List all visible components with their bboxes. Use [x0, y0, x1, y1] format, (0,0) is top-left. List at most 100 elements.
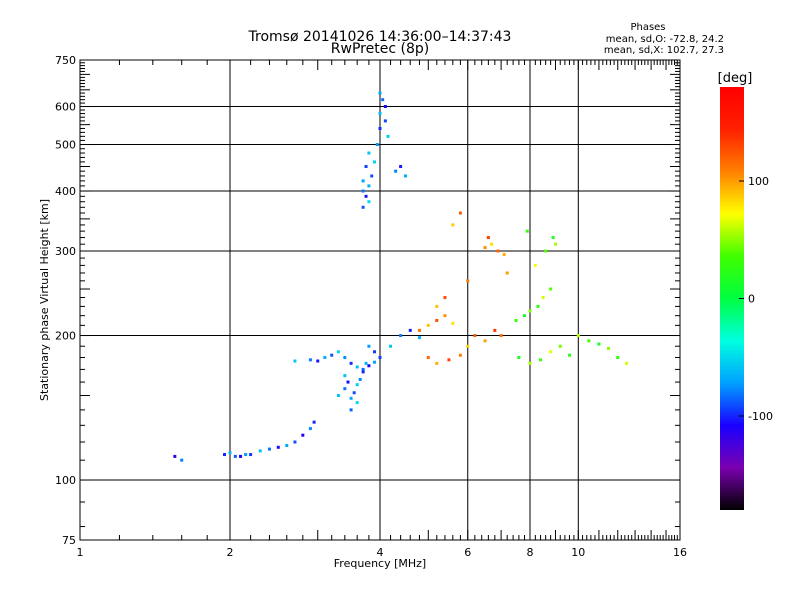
scatter-point	[417, 328, 421, 332]
scatter-point	[308, 427, 312, 431]
x-axis-label: Frequency [MHz]	[334, 557, 426, 570]
scatter-point	[451, 321, 455, 325]
scatter-point	[399, 164, 403, 168]
scatter-point	[496, 249, 500, 253]
scatter-point	[378, 91, 382, 95]
scatter-point	[528, 361, 532, 365]
scatter-point	[308, 358, 312, 362]
scatter-point	[346, 380, 350, 384]
scatter-point	[458, 353, 462, 357]
scatter-point	[435, 318, 439, 322]
scatter-point	[625, 361, 629, 365]
scatter-point	[544, 249, 548, 253]
y-tick-label: 100	[55, 474, 76, 487]
y-tick-label: 75	[62, 534, 76, 547]
scatter-point	[373, 350, 377, 354]
x-tick-label: 10	[571, 546, 585, 559]
x-tick-label: 2	[227, 546, 234, 559]
scatter-point	[499, 334, 503, 338]
scatter-point	[483, 246, 487, 250]
scatter-point	[483, 339, 487, 343]
x-tick-label: 4	[377, 546, 384, 559]
colorbar-tick-label: 100	[748, 175, 769, 188]
y-tick-label: 500	[55, 139, 76, 152]
scatter-point	[330, 353, 334, 357]
x-tick-label: 16	[673, 546, 687, 559]
scatter-point	[180, 458, 184, 462]
axis-ticks	[80, 60, 681, 540]
scatter-point	[493, 328, 497, 332]
scatter-point	[276, 445, 280, 449]
scatter-point	[312, 420, 316, 424]
scatter-point	[386, 134, 390, 138]
scatter-point	[490, 242, 494, 246]
scatter-point	[355, 365, 359, 369]
colorbar-ticks: 100 0 -100	[739, 175, 773, 423]
x-tick-label: 8	[527, 546, 534, 559]
scatter-point	[285, 444, 289, 448]
scatter-point	[367, 151, 371, 155]
scatter-point	[361, 367, 365, 371]
scatter-point	[336, 350, 340, 354]
scatter-point	[349, 396, 353, 400]
scatter-point	[343, 374, 347, 378]
scatter-point	[349, 361, 353, 365]
scatter-point	[435, 304, 439, 308]
scatter-point	[373, 360, 377, 364]
scatter-point	[361, 179, 365, 183]
scatter-point	[549, 287, 553, 291]
chart-title: Tromsø 20141026 14:36:00–14:37:43	[248, 29, 512, 45]
scatter-point	[576, 334, 580, 338]
chart-subtitle: RwPretec (8p)	[331, 41, 429, 57]
scatter-point	[323, 355, 327, 359]
scatter-point	[367, 200, 371, 204]
y-tick-label: 600	[55, 101, 76, 114]
scatter-point	[408, 328, 412, 332]
scatter-point	[378, 355, 382, 359]
scatter-point	[549, 350, 553, 354]
scatter-point	[352, 391, 356, 395]
scatter-point	[514, 318, 518, 322]
scatter-point	[364, 164, 368, 168]
data-points	[173, 91, 629, 462]
phase-stats-x: mean, sd,X: 102.7, 27.3	[604, 45, 724, 56]
scatter-point	[364, 361, 368, 365]
scatter-point	[244, 453, 248, 457]
scatter-point	[228, 451, 232, 455]
y-tick-label: 300	[55, 245, 76, 258]
scatter-point	[505, 271, 509, 275]
scatter-point	[403, 174, 407, 178]
grid-lines	[80, 60, 680, 540]
scatter-point	[533, 263, 537, 267]
x-tick-labels: 1 2 4 6 8 10 16	[77, 546, 688, 559]
y-tick-label: 400	[55, 185, 76, 198]
scatter-point	[502, 253, 506, 257]
scatter-point	[486, 236, 490, 240]
scatter-point	[375, 143, 379, 147]
scatter-point	[426, 323, 430, 327]
scatter-point	[355, 401, 359, 405]
scatter-point	[458, 211, 462, 215]
scatter-point	[551, 236, 555, 240]
scatter-point	[316, 359, 320, 363]
y-tick-label: 200	[55, 330, 76, 343]
scatter-point	[267, 447, 271, 451]
scatter-point	[378, 112, 382, 116]
scatter-point	[258, 449, 262, 453]
scatter-point	[343, 355, 347, 359]
scatter-point	[443, 296, 447, 300]
scatter-point	[378, 126, 382, 130]
scatter-point	[399, 334, 403, 338]
scatter-point	[558, 344, 562, 348]
scatter-point	[394, 169, 398, 173]
y-tick-labels: 75 100 200 300 400 500 600 750	[55, 54, 76, 547]
scatter-point	[373, 160, 377, 164]
scatter-point	[553, 242, 557, 246]
scatter-point	[355, 383, 359, 387]
scatter-point	[301, 433, 305, 437]
scatter-point	[451, 223, 455, 227]
scatter-point	[173, 454, 177, 458]
scatter-point	[539, 358, 543, 362]
scatter-point	[447, 358, 451, 362]
colorbar-label: [deg]	[718, 71, 753, 86]
